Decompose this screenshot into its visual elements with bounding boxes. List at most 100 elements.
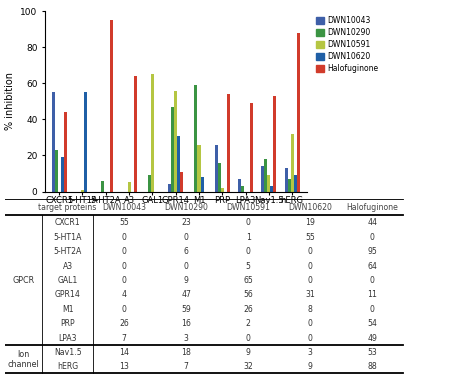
Text: LPA3: LPA3 — [58, 334, 77, 343]
Text: 0: 0 — [245, 334, 250, 343]
Text: 13: 13 — [119, 362, 129, 372]
Bar — [60, 157, 64, 192]
Bar — [267, 175, 270, 192]
Bar — [84, 93, 87, 192]
Bar — [296, 33, 299, 192]
Bar — [194, 85, 197, 192]
Text: 65: 65 — [243, 276, 253, 285]
Text: A3: A3 — [62, 262, 73, 271]
Bar — [264, 159, 267, 192]
Bar — [197, 145, 200, 192]
Text: 3: 3 — [307, 348, 312, 357]
Text: target proteins: target proteins — [38, 203, 97, 212]
Text: 0: 0 — [307, 276, 312, 285]
Text: 1: 1 — [245, 233, 250, 242]
Text: 11: 11 — [366, 290, 376, 300]
Text: 0: 0 — [183, 262, 188, 271]
Text: 5-HT2A: 5-HT2A — [53, 247, 82, 256]
Text: 9: 9 — [183, 276, 188, 285]
Text: 53: 53 — [367, 348, 376, 357]
Text: 0: 0 — [121, 247, 126, 256]
Text: 0: 0 — [369, 233, 374, 242]
Text: GPCR: GPCR — [12, 276, 34, 285]
Text: 0: 0 — [307, 247, 312, 256]
Text: 54: 54 — [366, 319, 376, 328]
Text: Halofuginone: Halofuginone — [345, 203, 397, 212]
Text: 7: 7 — [183, 362, 188, 372]
Text: 16: 16 — [181, 319, 191, 328]
Text: DWN10043: DWN10043 — [102, 203, 146, 212]
Bar — [261, 166, 264, 192]
Text: 0: 0 — [369, 276, 374, 285]
Text: 0: 0 — [307, 319, 312, 328]
Text: 47: 47 — [181, 290, 191, 300]
Bar — [290, 134, 293, 192]
Text: 64: 64 — [366, 262, 376, 271]
Text: 0: 0 — [121, 233, 126, 242]
Text: Nav1.5: Nav1.5 — [54, 348, 81, 357]
Text: 2: 2 — [245, 319, 250, 328]
Text: 4: 4 — [121, 290, 126, 300]
Text: 14: 14 — [119, 348, 129, 357]
Bar — [64, 112, 67, 192]
Bar — [249, 103, 253, 192]
Bar — [171, 107, 174, 192]
Text: 9: 9 — [307, 362, 312, 372]
Bar — [177, 136, 180, 192]
Text: 31: 31 — [304, 290, 314, 300]
Bar — [127, 183, 130, 192]
Text: 0: 0 — [307, 334, 312, 343]
Text: Ion
channel: Ion channel — [8, 350, 39, 370]
Text: hERG: hERG — [57, 362, 78, 372]
Bar — [214, 145, 217, 192]
Bar — [110, 20, 113, 192]
Bar — [270, 186, 273, 192]
Bar — [238, 179, 240, 192]
Text: PRP: PRP — [60, 319, 75, 328]
Bar — [273, 96, 276, 192]
Text: 9: 9 — [245, 348, 250, 357]
Text: 7: 7 — [121, 334, 126, 343]
Text: 0: 0 — [307, 262, 312, 271]
Bar — [200, 177, 203, 192]
Text: 95: 95 — [367, 247, 376, 256]
Text: 0: 0 — [245, 218, 250, 228]
Bar — [51, 93, 55, 192]
Bar — [174, 91, 177, 192]
Bar — [133, 76, 136, 192]
Text: 0: 0 — [245, 247, 250, 256]
Text: 0: 0 — [121, 276, 126, 285]
Text: 26: 26 — [243, 305, 253, 314]
Text: 6: 6 — [183, 247, 188, 256]
Text: 23: 23 — [181, 218, 191, 228]
Bar — [147, 175, 151, 192]
Text: 18: 18 — [181, 348, 191, 357]
Bar — [180, 172, 183, 192]
Text: 0: 0 — [369, 305, 374, 314]
Bar — [81, 190, 84, 192]
Bar — [168, 184, 171, 192]
Text: 5-HT1A: 5-HT1A — [53, 233, 82, 242]
Text: 59: 59 — [181, 305, 191, 314]
Text: CXCR1: CXCR1 — [55, 218, 80, 228]
Text: GAL1: GAL1 — [57, 276, 78, 285]
Text: GPR14: GPR14 — [55, 290, 80, 300]
Text: 0: 0 — [183, 233, 188, 242]
Bar — [287, 179, 290, 192]
Bar — [217, 163, 220, 192]
Text: 3: 3 — [183, 334, 188, 343]
Legend: DWN10043, DWN10290, DWN10591, DWN10620, Halofuginone: DWN10043, DWN10290, DWN10591, DWN10620, … — [315, 15, 378, 74]
Text: 49: 49 — [366, 334, 376, 343]
Text: 5: 5 — [245, 262, 250, 271]
Bar — [101, 181, 104, 192]
Text: M1: M1 — [62, 305, 74, 314]
Text: DWN10620: DWN10620 — [288, 203, 331, 212]
Bar — [220, 188, 223, 192]
Text: 44: 44 — [366, 218, 376, 228]
Bar — [293, 175, 296, 192]
Bar — [284, 168, 287, 192]
Text: DWN10290: DWN10290 — [164, 203, 207, 212]
Text: 0: 0 — [121, 262, 126, 271]
Text: 55: 55 — [119, 218, 129, 228]
Text: 88: 88 — [367, 362, 376, 372]
